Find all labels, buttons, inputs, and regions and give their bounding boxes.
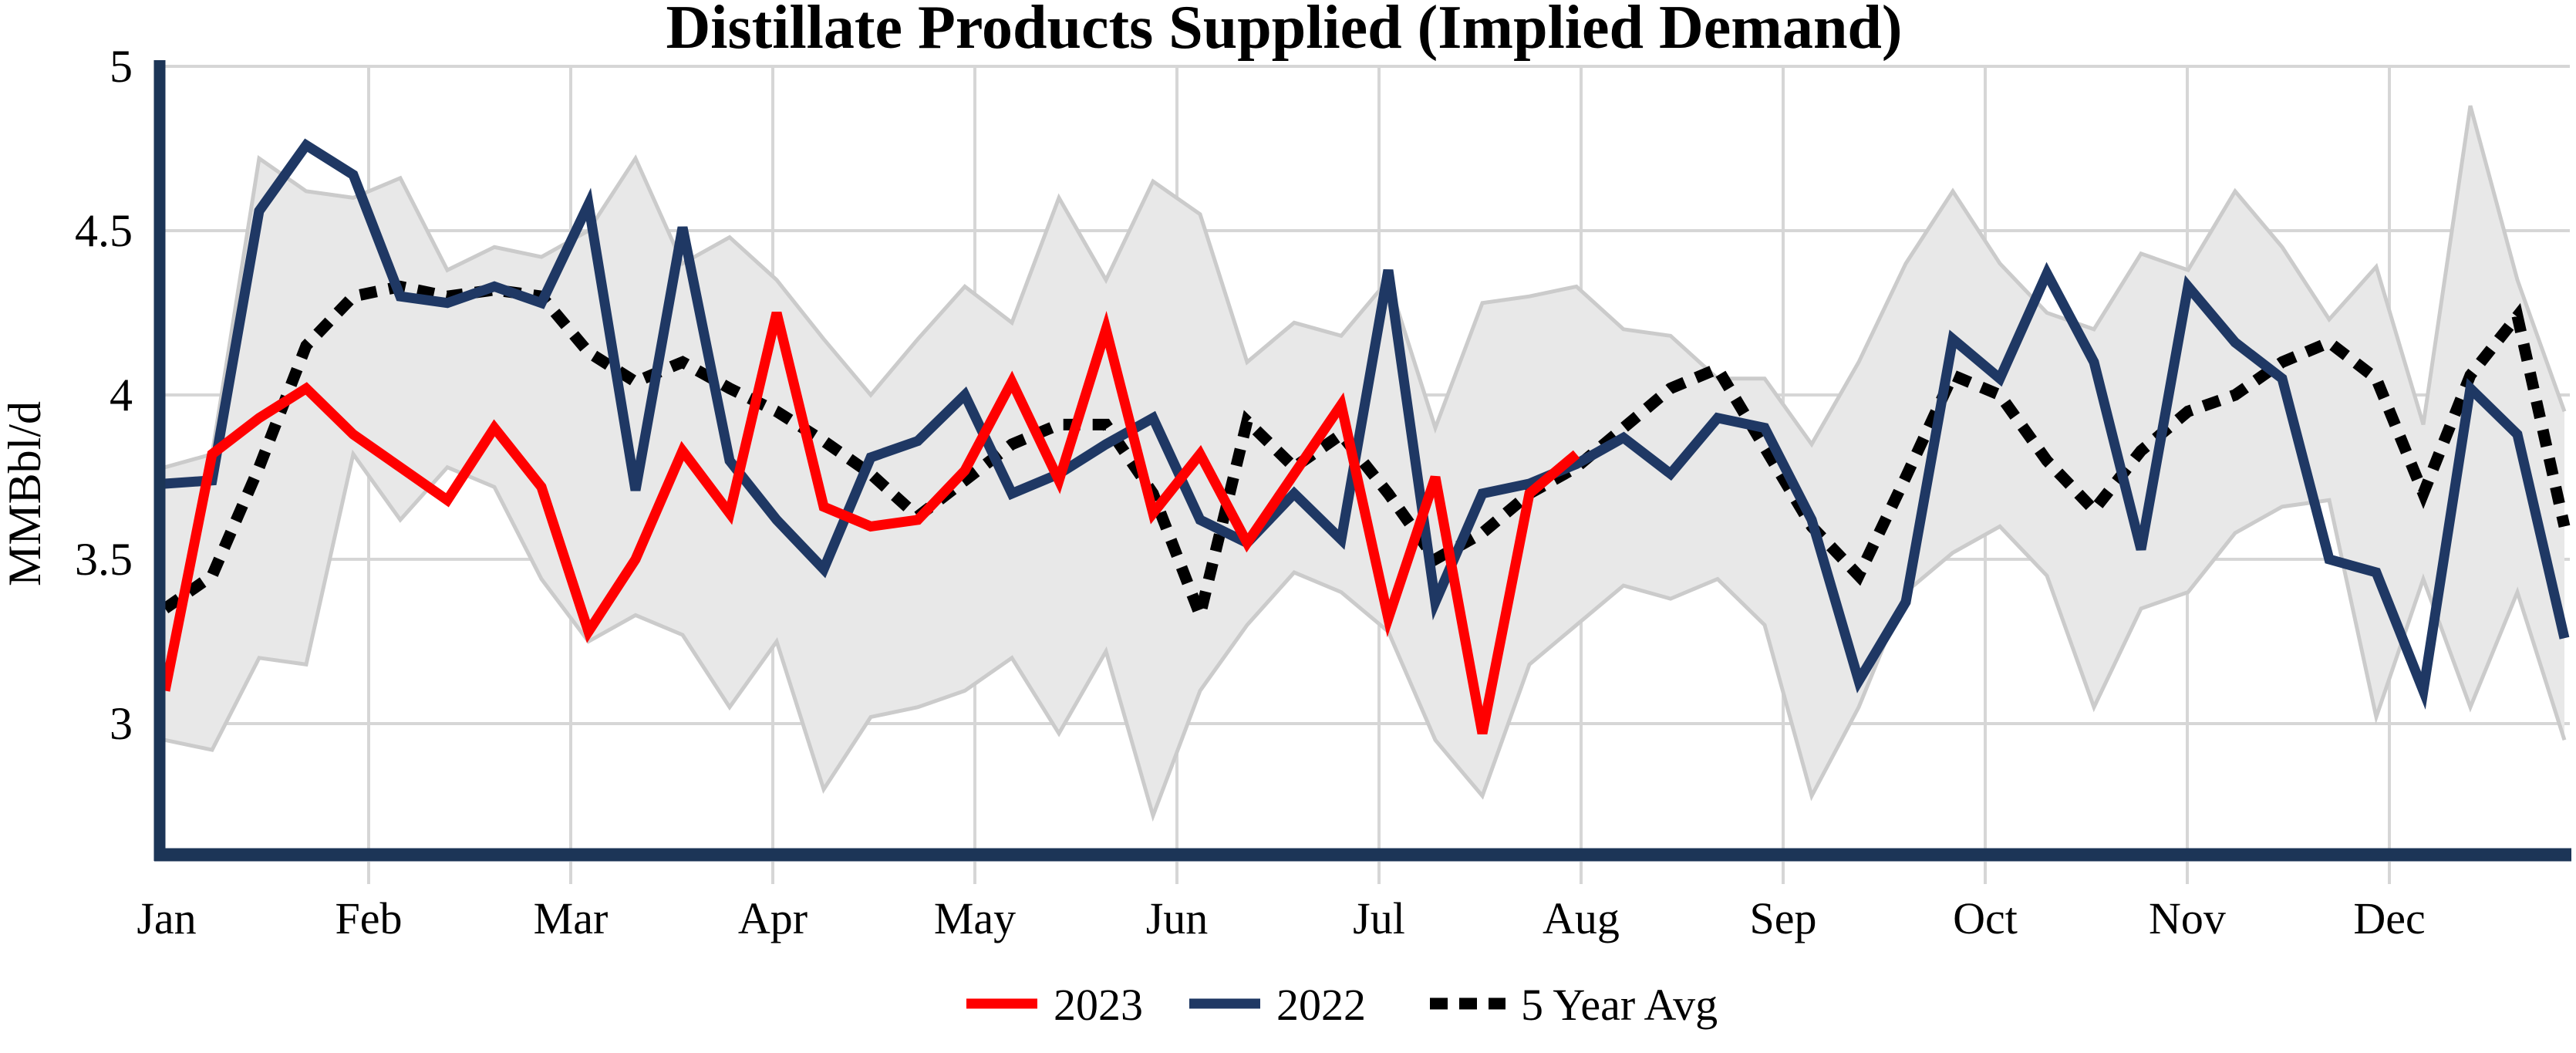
data-series xyxy=(160,138,2571,735)
legend-2022-label: 2022 xyxy=(1276,980,1366,1030)
month-label: May xyxy=(934,893,1016,943)
y-tick-labels: 5 4.5 4 3.5 3 xyxy=(75,41,133,749)
y-tick-label: 4 xyxy=(110,370,133,420)
y-axis-title: MMBbl/d xyxy=(0,401,50,586)
legend-2023-label: 2023 xyxy=(1054,980,1143,1030)
legend-avg-label: 5 Year Avg xyxy=(1521,980,1718,1030)
y-tick-label: 4.5 xyxy=(75,205,133,256)
series-2023-line xyxy=(160,310,1580,735)
y-tick-label: 3.5 xyxy=(75,534,133,585)
month-label: Sep xyxy=(1750,893,1817,943)
month-label: Feb xyxy=(335,893,403,943)
month-label: Mar xyxy=(534,893,609,943)
band-fill xyxy=(165,106,2564,816)
band-lower-edge xyxy=(164,449,2567,822)
y-tick-label: 3 xyxy=(110,698,133,749)
month-label: Jun xyxy=(1146,893,1209,943)
month-label: Jul xyxy=(1353,893,1405,943)
chart-title: Distillate Products Supplied (Implied De… xyxy=(666,0,1902,62)
month-label: Nov xyxy=(2149,893,2226,943)
legend: 2023 2022 5 Year Avg xyxy=(966,980,1718,1030)
month-labels: Jan Feb Mar Apr May Jun Jul Aug Sep Oct Nov Dec xyxy=(137,893,2425,943)
month-label: Aug xyxy=(1543,893,1620,943)
month-label: Dec xyxy=(2353,893,2425,943)
month-label: Oct xyxy=(1953,893,2018,943)
y-tick-label: 5 xyxy=(110,41,133,92)
month-label: Apr xyxy=(738,893,808,943)
series-2022-line xyxy=(164,138,2570,710)
month-label: Jan xyxy=(137,893,196,943)
